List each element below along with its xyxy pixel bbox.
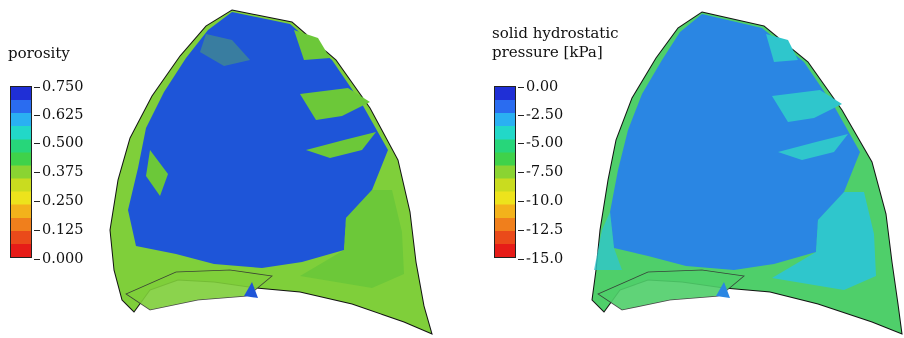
lung-patch: [778, 134, 848, 160]
lung-patch: [200, 34, 250, 66]
porosity-panel: porosity 0.750 0.625 0.500 0.375 0.250 0…: [8, 9, 433, 335]
lung-patch: [300, 88, 370, 120]
pressure-lung-surface: [591, 11, 903, 335]
porosity-colorbar-title: porosity: [8, 44, 70, 63]
lung-interior-region: [128, 12, 388, 268]
pressure-tick: -5.00: [517, 135, 564, 151]
lung-patch: [306, 132, 376, 158]
lung-notch: [244, 282, 258, 298]
pressure-colorbar-title-line: solid hydrostatic: [492, 24, 619, 42]
porosity-colorbar: [10, 86, 32, 258]
porosity-tick: 0.125: [34, 222, 84, 238]
lung-patch: [766, 34, 798, 62]
porosity-tick: 0.000: [34, 251, 84, 267]
pressure-tick: 0.00: [517, 79, 559, 95]
pressure-tick: -10.0: [517, 193, 564, 209]
lung-interior-region: [610, 14, 860, 270]
lung-patch: [294, 30, 330, 60]
lung-base-fold: [597, 269, 745, 311]
porosity-colorbar-title-line: porosity: [8, 44, 70, 62]
pressure-colorbar: [494, 86, 516, 258]
porosity-tick: 0.500: [34, 135, 84, 151]
pressure-colorbar-title-line: pressure [kPa]: [492, 43, 603, 61]
lung-patch: [594, 212, 622, 270]
lung-patch: [772, 192, 876, 290]
pressure-tick: -15.0: [517, 251, 564, 267]
pressure-panel: solid hydrostatic pressure [kPa] 0.00 -2…: [452, 0, 904, 338]
porosity-tick: 0.625: [34, 107, 84, 123]
porosity-tick: 0.250: [34, 193, 84, 209]
lung-patch: [772, 90, 842, 122]
pressure-tick: -2.50: [517, 107, 564, 123]
pressure-tick: -12.5: [517, 222, 564, 238]
porosity-lung-surface: [109, 9, 433, 335]
porosity-tick: 0.750: [34, 79, 84, 95]
lung-patch: [300, 190, 404, 288]
lung-patch: [146, 150, 168, 196]
lung-notch: [716, 282, 730, 298]
porosity-tick: 0.375: [34, 164, 84, 180]
pressure-tick: -7.50: [517, 164, 564, 180]
pressure-colorbar-title: solid hydrostatic pressure [kPa]: [492, 24, 619, 62]
lung-base-fold: [125, 269, 273, 311]
